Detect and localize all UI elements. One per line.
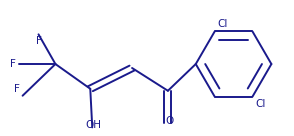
Text: F: F [10, 59, 16, 69]
Text: Cl: Cl [255, 99, 266, 109]
Text: F: F [14, 84, 20, 94]
Text: Cl: Cl [218, 19, 228, 29]
Text: F: F [36, 36, 41, 46]
Text: OH: OH [86, 120, 102, 130]
Text: O: O [165, 116, 173, 126]
